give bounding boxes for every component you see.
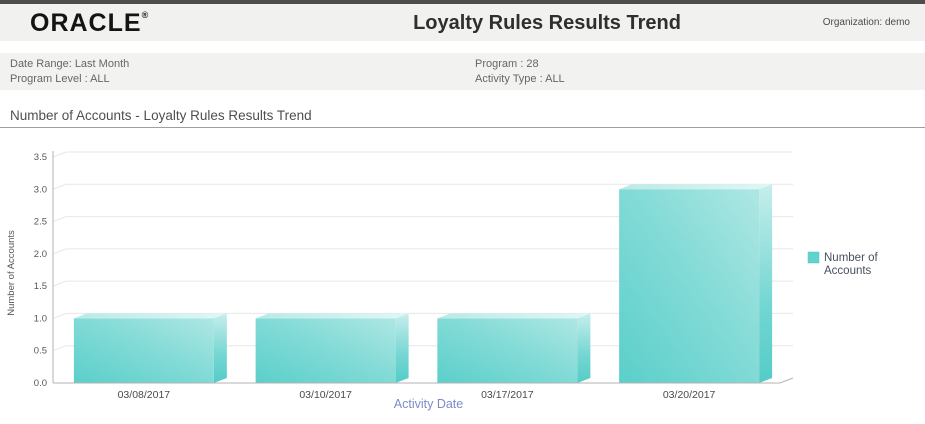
gridline [52,151,793,158]
organization-label: Organization: demo [822,17,910,28]
date-range-value: Date Range: Last Month [10,58,130,70]
gridline [52,183,793,190]
program-value: Program : 28 [475,58,539,70]
oracle-logo: ORACLE® [30,9,149,38]
bar-side-face [395,313,409,383]
y-tick-label: 2.5 [34,217,47,228]
x-tick-label: 03/08/2017 [118,389,171,401]
bar-side-face [213,313,227,383]
bar [437,318,578,383]
gridline [52,248,793,255]
page-title: Loyalty Rules Results Trend [413,12,681,34]
y-tick-label: 3.5 [34,152,47,163]
bar [73,318,214,383]
report-header: ORACLE® Loyalty Rules Results Trend Orga… [0,4,925,41]
legend-swatch [807,251,820,264]
oracle-logo-text: ORACLE [30,9,142,37]
y-axis-title: Number of Accounts [6,230,17,316]
y-tick-label: 2.0 [34,249,47,260]
x-tick-label: 03/20/2017 [663,389,716,401]
y-tick-label: 1.5 [34,281,47,292]
bar-side-face [577,313,591,383]
y-tick-label: 0.0 [34,378,47,389]
activity-type-value: Activity Type : ALL [475,73,565,85]
registered-mark: ® [141,10,150,20]
x-axis-title: Activity Date [394,397,464,411]
bar-top-face [73,313,227,319]
bar-side-face [759,184,773,383]
y-tick-label: 3.0 [34,184,47,195]
y-tick-label: 0.5 [34,346,47,357]
legend-label: Number of [824,252,878,264]
parameters-left-column: Date Range: Last Month Program Level : A… [10,57,129,87]
program-level-value: Program Level : ALL [10,73,110,85]
bar [619,189,760,383]
report-parameters: Date Range: Last Month Program Level : A… [0,53,925,90]
bar-top-face [255,313,409,319]
x-tick-label: 03/17/2017 [481,389,534,401]
bar [255,318,396,383]
x-axis-line [53,377,794,384]
chart-section-title: Number of Accounts - Loyalty Rules Resul… [10,108,312,123]
bar-top-face [437,313,591,319]
gridline [52,216,793,223]
y-tick-label: 1.0 [34,313,47,324]
gridline [52,280,793,287]
x-tick-label: 03/10/2017 [299,389,352,401]
legend-label: Accounts [824,265,872,277]
bar-top-face [619,184,773,190]
section-divider [0,127,925,128]
top-accent-bar [0,0,925,4]
bar-chart: 03/08/2017 03/10/2017 03/17/2017 03/20/2017… [6,151,878,411]
parameters-middle-column: Program : 28 Activity Type : ALL [475,57,565,87]
